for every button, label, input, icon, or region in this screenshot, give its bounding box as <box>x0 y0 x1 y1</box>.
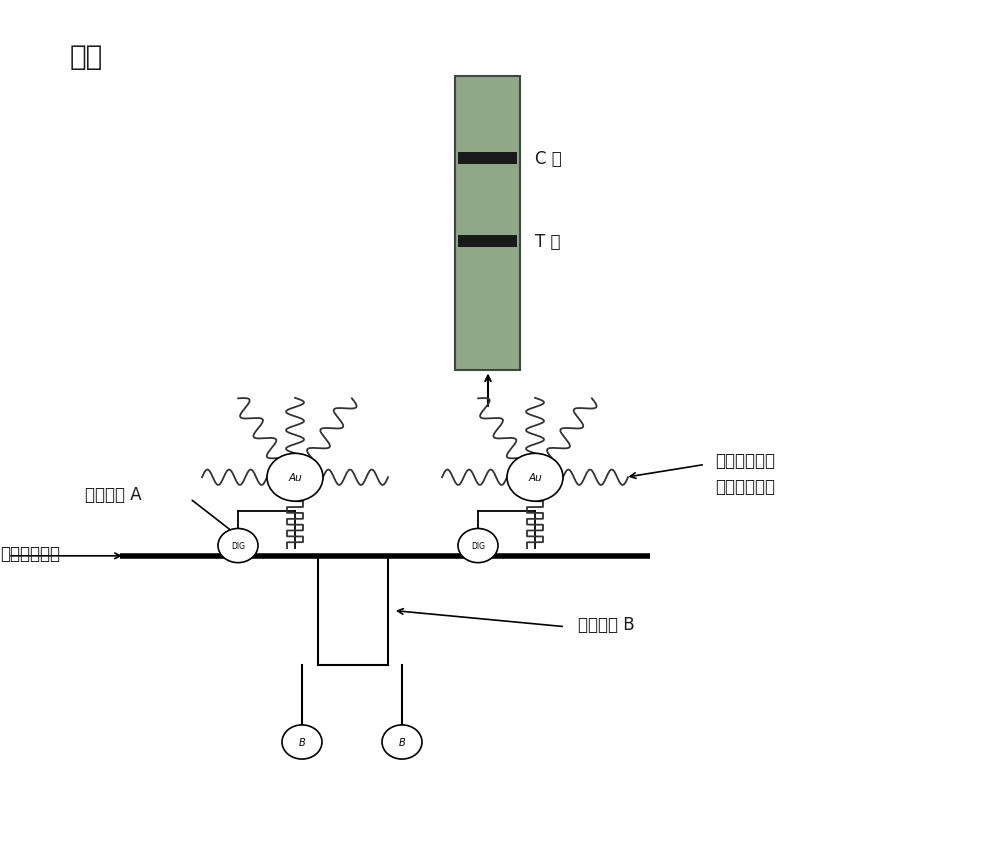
Text: 通用探针，标: 通用探针，标 <box>715 451 775 470</box>
Bar <box>458 154 517 165</box>
Text: 阳性: 阳性 <box>70 43 103 71</box>
Text: DIG: DIG <box>471 542 485 550</box>
Text: B: B <box>399 737 405 747</box>
Text: C 线: C 线 <box>535 150 562 168</box>
Bar <box>458 235 517 247</box>
Text: Au: Au <box>288 473 302 483</box>
Circle shape <box>507 454 563 502</box>
Text: 特异探针 A: 特异探针 A <box>85 485 142 504</box>
Text: B: B <box>299 737 305 747</box>
Circle shape <box>282 725 322 759</box>
Bar <box>455 77 520 371</box>
Text: 特异扩增产物: 特异扩增产物 <box>0 544 60 563</box>
Circle shape <box>267 454 323 502</box>
Text: DIG: DIG <box>231 542 245 550</box>
Text: 特异探针 B: 特异探针 B <box>578 615 635 634</box>
Circle shape <box>458 529 498 563</box>
Text: 记胶体金颗粒: 记胶体金颗粒 <box>715 477 775 496</box>
Circle shape <box>218 529 258 563</box>
Text: Au: Au <box>528 473 542 483</box>
Text: T 线: T 线 <box>535 233 560 251</box>
Circle shape <box>382 725 422 759</box>
